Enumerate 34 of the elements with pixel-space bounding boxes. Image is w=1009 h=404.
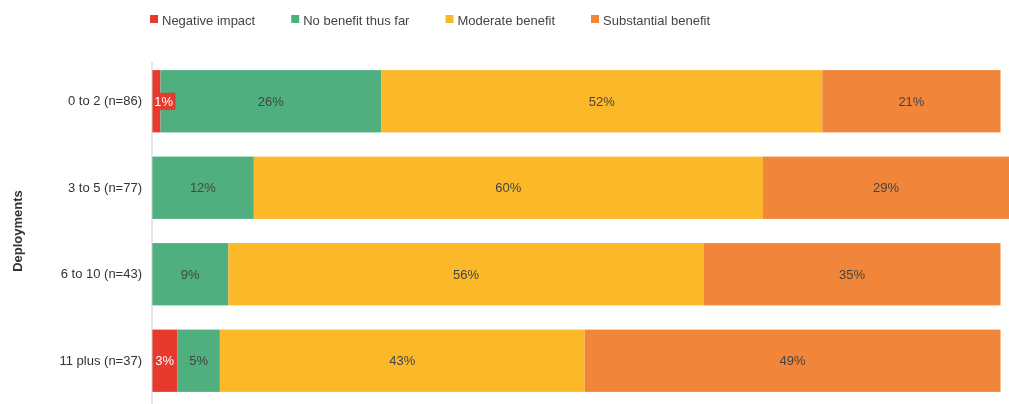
data-label: 3%: [155, 353, 175, 369]
bar: [762, 156, 1009, 219]
data-label: 60%: [495, 180, 522, 196]
data-label: 43%: [389, 353, 416, 369]
data-label: 5%: [189, 353, 209, 369]
bar: [253, 156, 763, 219]
data-label: 35%: [839, 266, 866, 282]
data-label: 29%: [872, 180, 900, 196]
data-label: 12%: [189, 180, 217, 196]
legend-label: Moderate benefit: [457, 12, 556, 28]
data-label: 56%: [452, 266, 480, 282]
data-label: 9%: [180, 266, 201, 282]
bar: [152, 156, 254, 219]
legend-label: Substantial benefit: [603, 12, 711, 28]
y-tick-label: 11 plus (n=37): [59, 352, 142, 368]
data-label: 26%: [257, 93, 285, 109]
bar: [152, 243, 229, 306]
y-axis-title: Deployments: [10, 190, 25, 272]
bar: [228, 243, 704, 306]
bar: [381, 70, 823, 133]
y-tick-label: 3 to 5 (n=77): [67, 179, 142, 195]
legend-label: Negative impact: [162, 12, 256, 28]
data-label: 1%: [154, 93, 174, 109]
data-label: 21%: [898, 93, 925, 109]
data-label: 49%: [779, 353, 807, 369]
bar: [703, 243, 1001, 306]
bar: [584, 329, 1001, 392]
bar: [822, 70, 1001, 133]
legend-label: No benefit thus far: [303, 12, 411, 28]
bar: [219, 329, 585, 392]
y-tick-label: 0 to 2 (n=86): [67, 93, 142, 109]
bar: [177, 329, 220, 392]
y-tick-label: 6 to 10 (n=43): [60, 266, 142, 282]
data-label: 52%: [588, 93, 616, 109]
